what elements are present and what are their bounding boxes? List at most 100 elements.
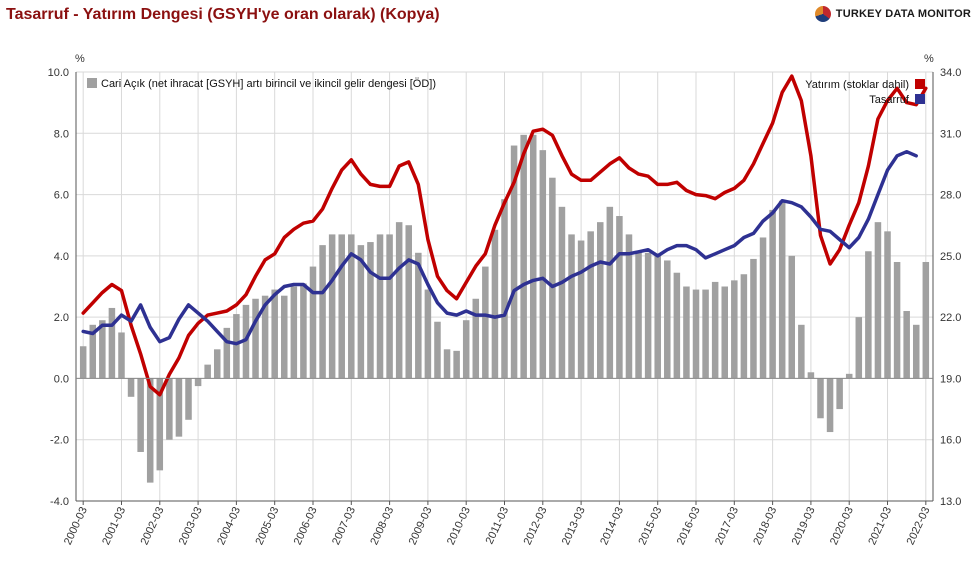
legend: Cari Açık (net ihracat [GSYH] artı birin… — [87, 78, 925, 106]
bar — [348, 234, 355, 379]
right-tick-label: 19.0 — [940, 373, 961, 385]
bar — [453, 350, 460, 379]
left-tick-label: 2.0 — [54, 312, 69, 324]
bar — [395, 222, 403, 379]
bar — [108, 307, 116, 379]
bar — [625, 234, 633, 379]
bar — [99, 320, 106, 379]
right-tick-label: 31.0 — [940, 128, 961, 140]
bar — [778, 200, 786, 379]
bar — [893, 261, 901, 379]
x-tick-label: 2012-03 — [522, 505, 550, 547]
bar — [826, 378, 834, 433]
bar — [472, 298, 480, 379]
x-tick-label: 2018-03 — [751, 505, 779, 547]
bar — [510, 145, 518, 379]
bar — [587, 231, 594, 379]
pie-logo-icon — [814, 6, 831, 22]
bar — [424, 289, 432, 379]
bar — [740, 274, 748, 379]
bar — [415, 252, 422, 379]
x-tick-label: 2009-03 — [407, 505, 435, 547]
bar — [865, 251, 872, 379]
bar — [376, 234, 384, 379]
bar — [817, 378, 824, 419]
x-tick-label: 2013-03 — [560, 505, 588, 547]
bar — [261, 295, 269, 379]
bar — [242, 304, 250, 379]
legend-tasarruf-label: Tasarruf — [869, 94, 910, 106]
bar — [836, 378, 843, 410]
left-unit-label: % — [75, 53, 85, 65]
bar — [367, 242, 374, 379]
bar — [692, 289, 700, 379]
bar — [146, 378, 154, 483]
right-tick-label: 22.0 — [940, 312, 961, 324]
bar — [127, 378, 135, 397]
bar — [290, 286, 298, 379]
bar — [328, 234, 336, 379]
left-tick-label: 6.0 — [54, 190, 69, 202]
bar — [845, 373, 853, 379]
x-tick-label: 2019-03 — [790, 505, 818, 547]
x-tick-label: 2011-03 — [484, 505, 512, 546]
chart-title: Tasarruf - Yatırım Dengesi (GSYH'ye oran… — [6, 6, 440, 23]
x-tick-label: 2008-03 — [368, 505, 396, 547]
legend-bars-swatch — [87, 78, 97, 88]
bar — [501, 199, 508, 379]
bar — [539, 150, 547, 379]
x-tick-label: 2001-03 — [100, 505, 128, 547]
bar — [664, 260, 671, 379]
x-tick-label: 2000-03 — [62, 505, 90, 547]
bar — [213, 349, 221, 379]
bar — [673, 272, 681, 379]
x-tick-label: 2004-03 — [215, 505, 243, 547]
x-tick-label: 2005-03 — [253, 505, 281, 547]
bar — [922, 261, 930, 379]
x-tick-label: 2002-03 — [139, 505, 167, 547]
legend-yatirim-swatch — [915, 79, 925, 89]
bar — [462, 320, 470, 379]
bar — [252, 298, 259, 379]
bar — [309, 266, 317, 379]
bar — [443, 349, 451, 379]
legend-bars-label: Cari Açık (net ihracat [GSYH] artı birin… — [101, 78, 436, 90]
yatirim-line — [81, 74, 928, 397]
bar — [491, 229, 499, 379]
bar — [175, 378, 183, 437]
bar — [223, 327, 231, 379]
bar — [606, 206, 614, 379]
bars-series — [79, 134, 930, 483]
bar — [788, 255, 796, 379]
legend-tasarruf-swatch — [915, 94, 925, 104]
brand-name: TURKEY DATA MONITOR — [835, 8, 971, 20]
bar — [759, 237, 767, 379]
bar — [300, 283, 307, 379]
bar — [731, 280, 738, 379]
bar — [79, 346, 87, 379]
left-tick-label: -4.0 — [50, 496, 69, 508]
bar — [118, 332, 125, 379]
bar — [750, 258, 757, 379]
x-tick-label: 2020-03 — [828, 505, 856, 547]
bar — [166, 378, 173, 440]
bar — [194, 378, 202, 387]
bar — [683, 286, 690, 379]
left-tick-label: -2.0 — [50, 435, 69, 447]
bar — [357, 245, 365, 379]
bar — [89, 324, 97, 379]
right-tick-label: 28.0 — [940, 190, 961, 202]
bar — [807, 372, 815, 379]
x-tick-label: 2022-03 — [905, 505, 933, 547]
left-tick-label: 10.0 — [48, 67, 69, 79]
left-tick-label: 8.0 — [54, 128, 69, 140]
bar — [434, 321, 441, 379]
bar — [520, 134, 527, 379]
x-tick-label: 2014-03 — [598, 505, 626, 547]
bar — [549, 177, 556, 379]
x-tick-label: 2006-03 — [292, 505, 320, 547]
bar — [903, 311, 910, 379]
bar — [386, 234, 393, 379]
bar — [596, 222, 604, 379]
bar — [281, 295, 288, 379]
